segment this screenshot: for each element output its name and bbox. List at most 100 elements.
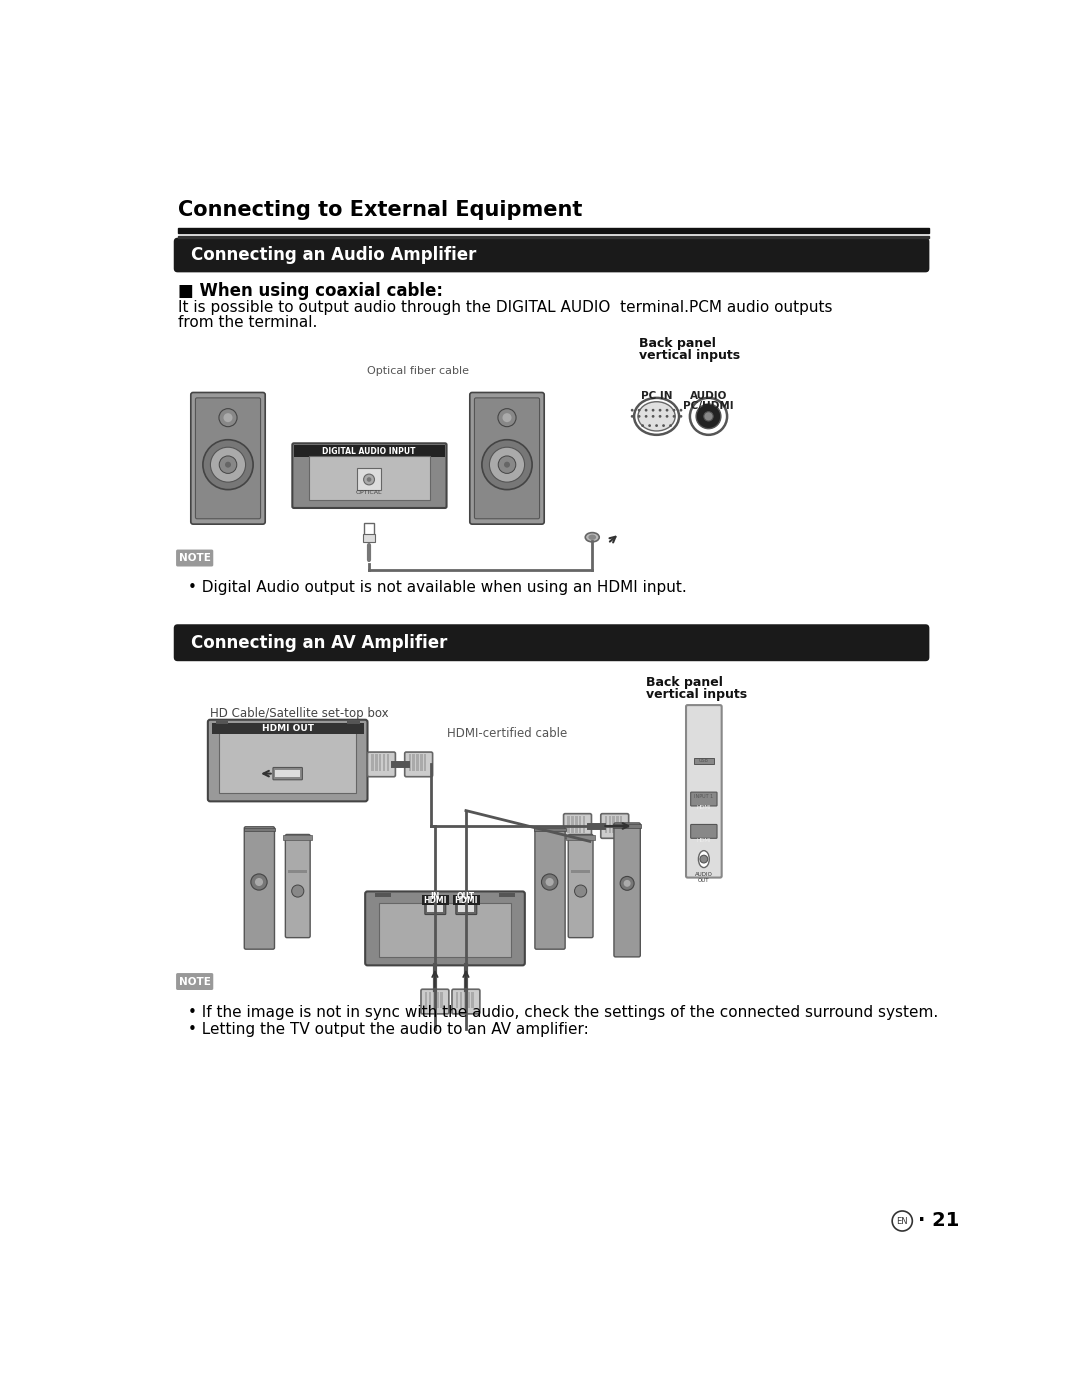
Circle shape [631,415,634,418]
Circle shape [670,425,672,427]
Bar [468,992,470,1009]
FancyBboxPatch shape [405,752,433,777]
Bar [177,236,930,237]
Bar [275,770,300,778]
FancyBboxPatch shape [451,989,480,1014]
Text: HDMI OUT: HDMI OUT [261,725,313,733]
FancyBboxPatch shape [456,898,476,915]
Circle shape [679,415,683,418]
Text: Connecting to External Equipment: Connecting to External Equipment [177,200,582,219]
Text: Back panel: Back panel [638,337,716,351]
Ellipse shape [585,532,599,542]
FancyBboxPatch shape [244,827,274,949]
Text: HDMI: HDMI [697,805,711,810]
Circle shape [645,409,648,412]
Bar [364,524,374,538]
Text: Connecting an Audio Amplifier: Connecting an Audio Amplifier [191,246,476,264]
Bar [571,816,573,833]
Text: vertical inputs: vertical inputs [647,689,747,701]
Circle shape [623,880,631,887]
Text: vertical inputs: vertical inputs [638,349,740,362]
Bar [567,816,570,833]
Ellipse shape [699,851,710,868]
Bar [383,754,386,771]
Circle shape [642,425,644,427]
Bar [571,870,590,873]
Circle shape [219,409,238,426]
Circle shape [697,404,721,429]
Circle shape [690,398,727,434]
Circle shape [662,425,665,427]
Circle shape [631,409,634,412]
Text: PC/HDMI: PC/HDMI [684,401,733,411]
FancyBboxPatch shape [691,792,717,806]
Circle shape [219,455,237,474]
Bar [296,446,444,450]
FancyBboxPatch shape [174,624,930,661]
Circle shape [648,425,651,427]
Bar [413,754,415,771]
Bar [617,816,619,833]
Bar [424,992,428,1009]
Circle shape [364,474,375,485]
FancyBboxPatch shape [191,393,266,524]
Circle shape [498,409,516,426]
Circle shape [504,461,510,468]
FancyBboxPatch shape [568,834,593,937]
Bar [216,721,228,724]
Bar [212,722,364,735]
Bar [283,835,312,840]
Circle shape [651,409,654,412]
Bar [379,902,511,957]
Bar [613,824,642,827]
Bar [294,444,445,457]
Bar [583,816,585,833]
Circle shape [251,875,267,890]
Bar [456,992,458,1009]
Text: • Digital Audio output is not available when using an HDMI input.: • Digital Audio output is not available … [188,580,687,595]
Circle shape [489,447,525,482]
Text: • If the image is not in sync with the audio, check the settings of the connecte: • If the image is not in sync with the a… [188,1006,937,1020]
Bar [379,754,381,771]
Bar [463,992,465,1009]
Bar [608,816,611,833]
Text: EN: EN [896,1217,908,1225]
FancyBboxPatch shape [273,767,302,780]
Text: It is possible to output audio through the DIGITAL AUDIO  terminal.PCM audio out: It is possible to output audio through t… [177,300,832,316]
Text: from the terminal.: from the terminal. [177,316,318,331]
Bar [458,901,474,912]
Text: OPTICAL: OPTICAL [355,489,382,495]
Circle shape [704,412,713,420]
Bar [453,894,480,904]
Circle shape [575,886,586,897]
Circle shape [255,877,264,886]
Bar [433,992,435,1009]
Circle shape [645,415,648,418]
Bar [579,816,581,833]
Bar [309,455,430,500]
Text: • Letting the TV output the audio to an AV amplifier:: • Letting the TV output the audio to an … [188,1023,589,1038]
FancyBboxPatch shape [613,823,640,957]
Text: Connecting an AV Amplifier: Connecting an AV Amplifier [191,634,447,652]
Circle shape [482,440,532,489]
Circle shape [673,409,675,412]
Circle shape [700,855,707,863]
Circle shape [679,409,683,412]
Circle shape [659,415,661,418]
Circle shape [673,415,675,418]
Bar [387,754,389,771]
Circle shape [651,415,654,418]
Text: HDMI-certified cable: HDMI-certified cable [447,726,567,739]
Bar [535,827,566,831]
Bar [408,754,410,771]
Ellipse shape [634,398,679,434]
Bar [499,893,515,897]
Text: NOTE: NOTE [178,977,211,986]
FancyBboxPatch shape [474,398,540,518]
Text: HDMI: HDMI [697,838,711,842]
Bar [177,228,930,233]
Text: NOTE: NOTE [178,553,211,563]
Bar [363,534,375,542]
Bar [620,816,622,833]
Text: HDMI: HDMI [423,897,447,905]
